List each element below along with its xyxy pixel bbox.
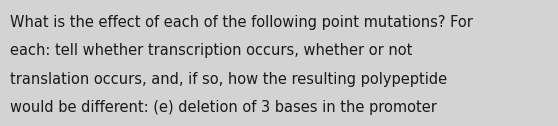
Text: each: tell whether transcription occurs, whether or not: each: tell whether transcription occurs,… xyxy=(10,43,412,58)
Text: would be different: (e) deletion of 3 bases in the promoter: would be different: (e) deletion of 3 ba… xyxy=(10,100,437,115)
Text: What is the effect of each of the following point mutations? For: What is the effect of each of the follow… xyxy=(10,15,473,30)
Text: translation occurs, and, if so, how the resulting polypeptide: translation occurs, and, if so, how the … xyxy=(10,72,447,87)
